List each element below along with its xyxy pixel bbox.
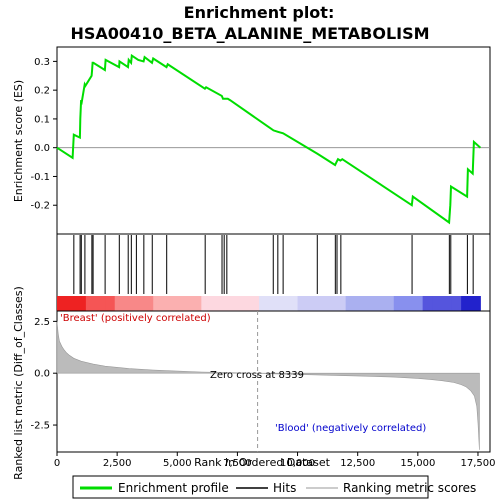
rank-color-segment [57,296,68,311]
negative-class-label: 'Blood' (negatively correlated) [275,423,426,434]
rank-color-segment [153,296,164,311]
rank-color-segment [316,296,327,311]
rank-color-segment [364,296,376,311]
rank-color-segment [95,296,106,311]
legend-label-ranking: Ranking metric scores [343,481,476,495]
ranking-metric-area [56,321,480,450]
x-tick-label: 0 [54,458,60,469]
rank-color-segment [470,296,481,311]
legend-box [72,475,429,499]
rank-color-segment [220,296,231,311]
rank-color-segment [249,296,260,311]
rank-color-segment [345,296,356,311]
x-tick-label: 12,500 [340,458,375,469]
rank-color-segment [162,296,173,311]
rank-color-segment [287,296,299,311]
zero-cross-label: Zero cross at 8339 [210,370,304,381]
rank-color-segment [307,296,318,311]
rank-color-segment [191,296,202,311]
rank-color-segment [76,296,87,311]
rank-color-segment [210,296,222,311]
rank-color-segment [384,296,395,311]
metric-y-axis-label: Ranked list metric (Diff_of_Classes) [12,286,25,480]
rank-color-segment [230,296,241,311]
rank-color-segment [393,296,404,311]
es-y-axis-label: Enrichment score (ES) [12,80,25,202]
x-tick-label: 2,500 [103,458,132,469]
es-y-tick-label: -0.1 [30,172,50,183]
x-axis-label: Rank in Ordered Dataset [194,456,331,469]
rank-color-segment [432,296,443,311]
es-y-tick-label: 0.2 [34,86,50,97]
rank-color-segment [451,296,462,311]
rank-color-segment [413,296,424,311]
hits-panel [56,233,491,312]
es-y-tick-label: -0.2 [30,201,50,212]
legend: Enrichment profile Hits Ranking metric s… [72,475,476,499]
x-tick-label: 15,000 [400,458,435,469]
ranked-metric-panel: -2.5 0.0 2.5 [30,310,491,453]
x-tick-label: 5,000 [163,458,192,469]
rank-color-segment [85,296,96,311]
rank-color-segment [461,296,472,311]
x-tick-label: 10,000 [280,458,315,469]
es-y-tick-label: 0.0 [34,143,50,154]
chart-title-line2: HSA00410_BETA_ALANINE_METABOLISM [70,24,429,43]
es-y-tick-label: 0.3 [34,57,50,68]
rank-color-segment [133,296,145,311]
rank-color-segment [143,296,154,311]
rank-color-segment [239,296,250,311]
metric-plot-frame [56,310,491,453]
rank-color-segment [172,296,183,311]
enrichment-profile-line [56,53,482,225]
rank-color-segment [182,296,193,311]
rank-color-segment [124,296,135,311]
rank-color-segment [403,296,414,311]
rank-color-segment [114,296,125,311]
enrichment-score-panel: -0.2 -0.1 0.0 0.1 0.2 0.3 [30,46,491,235]
chart-title-line1: Enrichment plot: [184,3,335,22]
rank-color-segment [297,296,308,311]
x-tick-label: 7,500 [223,458,252,469]
rank-color-segment [259,296,270,311]
rank-color-segment [66,296,77,311]
rank-color-segment [105,296,116,311]
x-tick-label: 17,500 [460,458,495,469]
rank-x-axis: 0 2,500 5,000 7,500 10,000 12,500 15,000 17,500 [54,452,495,469]
rank-color-segment [374,296,385,311]
legend-label-hits: Hits [273,481,296,495]
rank-color-segment [201,296,212,311]
rank-color-segment [278,296,289,311]
rank-color-segment [336,296,347,311]
es-y-tick-label: 0.1 [34,114,50,125]
rank-color-segment [268,296,279,311]
rank-color-segment [326,296,337,311]
rank-color-segment [355,296,366,311]
rank-color-segment [441,296,453,311]
legend-label-enrichment: Enrichment profile [118,481,229,495]
metric-y-tick-label: 0.0 [34,369,50,380]
positive-class-label: 'Breast' (positively correlated) [60,313,211,324]
metric-y-tick-label: -2.5 [30,421,50,432]
metric-y-tick-label: 2.5 [34,317,50,328]
es-plot-frame [56,46,491,235]
rank-color-segment [422,296,433,311]
